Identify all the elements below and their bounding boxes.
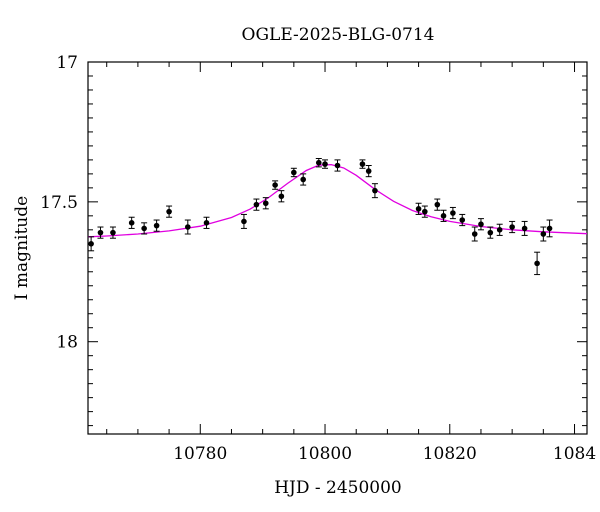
y-tick-label: 17.5 (40, 193, 78, 213)
data-point (300, 176, 306, 183)
data-point (97, 229, 104, 236)
data-point (478, 221, 484, 228)
data-point (509, 224, 515, 230)
x-tick-label: 1084 (553, 444, 596, 464)
data-point (278, 193, 285, 200)
data-point (459, 217, 466, 223)
y-tick-label: 18 (56, 333, 78, 353)
data-point (88, 241, 94, 247)
data-point (440, 213, 447, 219)
data-point (359, 161, 366, 167)
plot-area: 10780 10800 10820 1084 17 17.5 18 (40, 53, 596, 464)
data-point (241, 218, 247, 225)
data-point (521, 225, 528, 232)
data-point (450, 210, 456, 216)
plot-frame (87, 61, 588, 435)
data-point (496, 227, 503, 233)
x-axis-label: HJD - 2450000 (274, 478, 402, 498)
data-point (110, 229, 116, 236)
data-point (422, 208, 428, 215)
x-tick-label: 10820 (423, 444, 477, 464)
data-point (322, 161, 328, 167)
data-point (534, 260, 540, 267)
data-point (253, 201, 260, 208)
x-tick-label: 10800 (298, 444, 352, 464)
data-point (128, 220, 135, 226)
data-point (365, 168, 372, 174)
x-tick-label: 10780 (173, 444, 227, 464)
data-point (471, 231, 478, 237)
data-point (434, 201, 441, 208)
data-point (141, 225, 147, 232)
data-point (272, 182, 278, 188)
data-point (546, 225, 553, 232)
data-point (334, 162, 341, 169)
data-point (540, 231, 547, 237)
data-point (262, 200, 269, 207)
chart-title: OGLE-2025-BLG-0714 (242, 25, 435, 45)
y-axis-label: I magnitude (12, 196, 32, 300)
data-point (415, 206, 422, 212)
data-point (315, 159, 322, 166)
data-point (291, 169, 297, 176)
data-point (185, 224, 191, 230)
data-point (487, 229, 494, 236)
y-tick-label: 17 (56, 53, 78, 73)
data-point (166, 208, 172, 215)
data-point (372, 187, 378, 194)
data-point (153, 222, 160, 229)
data-point (203, 220, 210, 226)
